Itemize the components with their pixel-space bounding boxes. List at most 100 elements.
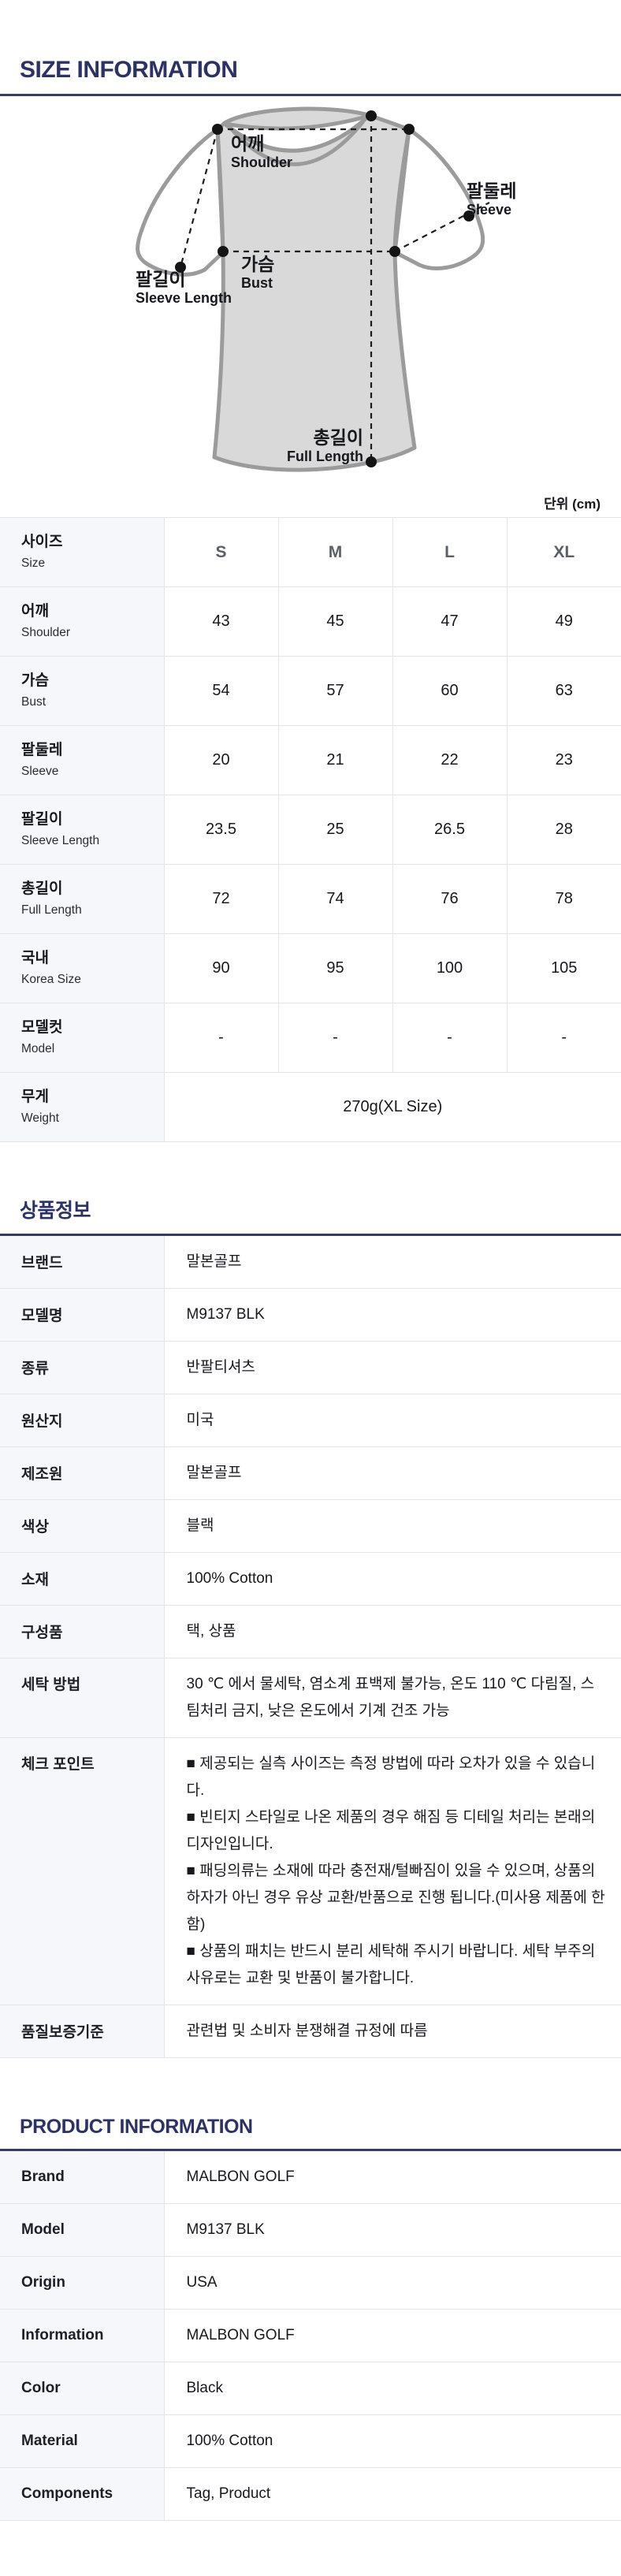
table-row: 사이즈 Size S M L XL bbox=[0, 517, 621, 587]
row-label: 구성품 bbox=[0, 1604, 165, 1658]
row-label: 소재 bbox=[0, 1551, 165, 1606]
measure-dot bbox=[463, 210, 474, 221]
check-point-item: ■ 상품의 패치는 반드시 분리 세탁해 주시기 바랍니다. 세탁 부주의 사유… bbox=[186, 1942, 596, 1986]
row-value: 100% Cotton bbox=[164, 2414, 621, 2468]
cell: 90 bbox=[163, 933, 279, 1003]
cell: 49 bbox=[506, 586, 621, 657]
cell: 21 bbox=[277, 725, 393, 795]
table-row: Origin USA bbox=[0, 2256, 621, 2310]
row-label: 팔길이 Sleeve Length bbox=[0, 795, 165, 865]
row-label: 제조원 bbox=[0, 1446, 165, 1500]
row-label: Information bbox=[0, 2309, 165, 2362]
row-label: 총길이 Full Length bbox=[0, 864, 165, 934]
row-value: 관련법 및 소비자 분쟁해결 규정에 따름 bbox=[164, 2004, 621, 2058]
table-row: 세탁 방법 30 ℃ 에서 물세탁, 염소계 표백제 불가능, 온도 110 ℃… bbox=[0, 1657, 621, 1738]
row-label: Brand bbox=[0, 2151, 165, 2204]
table-row: 모델명 M9137 BLK bbox=[0, 1287, 621, 1342]
unit-note: 단위 (cm) bbox=[544, 497, 601, 512]
cell: - bbox=[392, 1003, 508, 1073]
row-value: M9137 BLK bbox=[164, 1287, 621, 1342]
cell: - bbox=[506, 1003, 621, 1073]
size-col-xl: XL bbox=[506, 517, 621, 587]
cell: 45 bbox=[277, 586, 393, 657]
cell: 72 bbox=[163, 864, 279, 934]
table-row: 소재 100% Cotton bbox=[0, 1551, 621, 1606]
cell: 105 bbox=[506, 933, 621, 1003]
row-label: 세탁 방법 bbox=[0, 1657, 165, 1738]
shoulder-label-kr: 어깨 bbox=[231, 133, 264, 154]
table-row: 종류 반팔티셔츠 bbox=[0, 1340, 621, 1394]
tshirt-measurement-diagram: 어깨 Shoulder 팔둘레 Sleeve 가슴 Bust 팔길이 Sleev… bbox=[136, 106, 516, 472]
cell: 28 bbox=[506, 795, 621, 865]
row-label: Color bbox=[0, 2362, 165, 2415]
row-label: 종류 bbox=[0, 1340, 165, 1394]
table-row: 국내 Korea Size 90 95 100 105 bbox=[0, 933, 621, 1003]
table-row: 모델컷 Model - - - - bbox=[0, 1003, 621, 1073]
table-row: Material 100% Cotton bbox=[0, 2414, 621, 2468]
measure-dot bbox=[403, 124, 415, 135]
cell: 23.5 bbox=[163, 795, 279, 865]
row-value: 100% Cotton bbox=[164, 1551, 621, 1606]
cell: 25 bbox=[277, 795, 393, 865]
table-row: 총길이 Full Length 72 74 76 78 bbox=[0, 864, 621, 934]
product-info-en-table: Brand MALBON GOLF Model M9137 BLK Origin… bbox=[0, 2151, 621, 2521]
row-label: 색상 bbox=[0, 1498, 165, 1553]
tshirt-right-sleeve bbox=[392, 127, 485, 270]
table-row: 체크 포인트 ■ 제공되는 실측 사이즈는 측정 방법에 따라 오차가 있을 수… bbox=[0, 1737, 621, 2005]
table-row: 제조원 말본골프 bbox=[0, 1446, 621, 1500]
row-label: 무게 Weight bbox=[0, 1072, 165, 1142]
row-value: M9137 BLK bbox=[164, 2203, 621, 2257]
row-value: MALBON GOLF bbox=[164, 2309, 621, 2362]
table-row: 원산지 미국 bbox=[0, 1393, 621, 1447]
full-length-label-en: Full Length bbox=[287, 449, 363, 464]
cell: 63 bbox=[506, 656, 621, 726]
row-label: 가슴 Bust bbox=[0, 656, 165, 726]
size-table: 사이즈 Size S M L XL 어깨 Shoulder 43 45 47 4… bbox=[0, 517, 621, 1142]
row-label: 팔둘레 Sleeve bbox=[0, 725, 165, 795]
full-length-label-kr: 총길이 bbox=[314, 427, 363, 448]
cell: 78 bbox=[506, 864, 621, 934]
size-col-l: L bbox=[392, 517, 508, 587]
row-value: MALBON GOLF bbox=[164, 2151, 621, 2204]
row-value: Tag, Product bbox=[164, 2467, 621, 2521]
measure-dot bbox=[389, 246, 400, 257]
row-value: 택, 상품 bbox=[164, 1604, 621, 1658]
section-divider bbox=[0, 1233, 621, 1236]
check-point-item: ■ 빈티지 스타일로 나온 제품의 경우 해짐 등 디테일 처리는 본래의 디자… bbox=[186, 1808, 596, 1852]
bottom-spacer bbox=[0, 2521, 621, 2576]
tshirt-left-sleeve bbox=[136, 127, 225, 277]
row-label: 사이즈 Size bbox=[0, 517, 165, 587]
row-value: 미국 bbox=[164, 1393, 621, 1447]
table-row: Color Black bbox=[0, 2362, 621, 2415]
table-row: Components Tag, Product bbox=[0, 2467, 621, 2521]
weight-value: 270g(XL Size) bbox=[163, 1072, 621, 1142]
row-value: USA bbox=[164, 2256, 621, 2310]
product-info-kr-table: 브랜드 말본골프 모델명 M9137 BLK 종류 반팔티셔츠 원산지 미국 제… bbox=[0, 1235, 621, 2058]
measure-dot bbox=[366, 110, 377, 121]
row-value: Black bbox=[164, 2362, 621, 2415]
cell: 54 bbox=[163, 656, 279, 726]
table-row: 팔길이 Sleeve Length 23.5 25 26.5 28 bbox=[0, 795, 621, 865]
measure-dot bbox=[366, 456, 377, 467]
sleeve-width-measure-line bbox=[394, 202, 490, 252]
check-points: ■ 제공되는 실측 사이즈는 측정 방법에 따라 오차가 있을 수 있습니다. … bbox=[164, 1737, 621, 2005]
row-label: 브랜드 bbox=[0, 1235, 165, 1289]
table-row: Model M9137 BLK bbox=[0, 2203, 621, 2257]
cell: 47 bbox=[392, 586, 508, 657]
table-row: 가슴 Bust 54 57 60 63 bbox=[0, 656, 621, 726]
cell: - bbox=[277, 1003, 393, 1073]
tshirt-collar-inner-line bbox=[229, 120, 365, 166]
row-value: 말본골프 bbox=[164, 1446, 621, 1500]
sleeve-length-label-en: Sleeve Length bbox=[136, 290, 232, 306]
sleeve-label-en: Sleeve bbox=[467, 202, 511, 218]
sleeve-label-kr: 팔둘레 bbox=[467, 181, 516, 201]
table-row: 무게 Weight 270g(XL Size) bbox=[0, 1072, 621, 1142]
cell: 43 bbox=[163, 586, 279, 657]
cell: 26.5 bbox=[392, 795, 508, 865]
table-row: 팔둘레 Sleeve 20 21 22 23 bbox=[0, 725, 621, 795]
cell: 23 bbox=[506, 725, 621, 795]
product-info-en-title: PRODUCT INFORMATION bbox=[20, 2115, 253, 2138]
table-row: 색상 블랙 bbox=[0, 1498, 621, 1553]
row-label: 체크 포인트 bbox=[0, 1737, 165, 2005]
